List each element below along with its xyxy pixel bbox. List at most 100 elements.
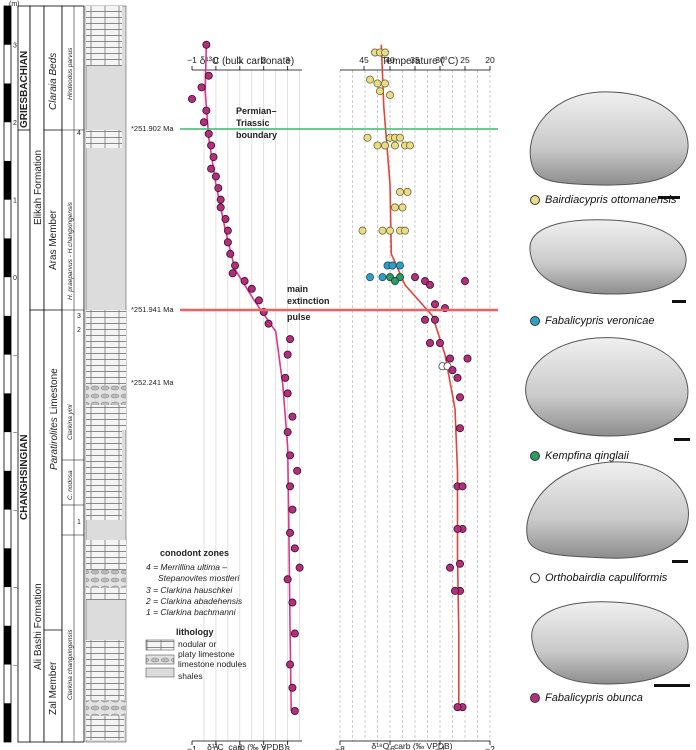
scale-bar-3 — [674, 438, 690, 441]
legend-dot-fabalicypris-obunca — [530, 693, 540, 703]
stratigraphy-column: (m) 3 2 1 0 −1 −2 −3 −4 −5 GRIESBACHIAN CHANGHSI… — [3, 1, 174, 743]
carbon-data-point — [286, 482, 295, 491]
oxygen-data-point — [463, 354, 472, 363]
oxygen-data-point — [378, 226, 387, 235]
oxygen-data-point — [395, 133, 404, 142]
oxygen-data-point — [398, 203, 407, 212]
oxygen-data-point — [405, 141, 414, 150]
carbon-top-title: δ¹³C (bulk carbonate) — [200, 56, 295, 67]
oxygen-data-point — [358, 226, 367, 235]
scale-bar-1 — [658, 196, 680, 199]
lithology-item-platy: platy limestone — [178, 649, 235, 659]
zone-number-2: 2 — [77, 327, 81, 334]
oxygen-data-point — [453, 703, 462, 712]
temperature-tick-label: 25 — [460, 55, 470, 65]
legend-dot-fabalicypris-veronicae — [530, 316, 540, 326]
formation-elikah: Elikah Formation — [33, 150, 44, 225]
carbon-data-point — [204, 129, 213, 138]
legend-dot-kempfina — [530, 451, 540, 461]
lithology-log — [85, 5, 127, 743]
depth-bar — [4, 470, 11, 510]
carbon-data-point — [199, 118, 208, 127]
lithology-item-nodular: nodular or — [178, 639, 216, 649]
oxygen-data-point — [425, 339, 434, 348]
oxygen-data-point — [430, 315, 439, 324]
pt-boundary-line3: boundary — [236, 130, 277, 140]
species-name-fabalicypris-obunca: Fabalicypris obunca — [545, 692, 643, 704]
depth-unit: (m) — [9, 1, 20, 8]
oxygen-data-point — [380, 48, 389, 57]
carbon-data-point — [216, 203, 225, 212]
carbon-tick-label: −1 — [187, 744, 197, 750]
depth-tick-label: 0 — [13, 275, 17, 282]
pt-boundary-annotation: Permian– Triassic boundary — [236, 106, 277, 140]
oxygen-data-point — [448, 366, 457, 375]
depth-bar — [4, 315, 11, 355]
species-name-kempfina: Kempfina qinglaii — [545, 450, 629, 462]
species-label-fabalicypris-obunca: Fabalicypris obunca — [530, 692, 696, 704]
oxygen-data-point — [460, 277, 469, 286]
carbon-x-label: δ¹³C_carb (‰ VPDB) — [207, 742, 287, 750]
oxygen-tick-label: −6 — [385, 744, 395, 750]
carbon-data-point — [202, 40, 211, 49]
oxygen-trend-line — [380, 44, 460, 711]
oxygen-tick-label: −4 — [435, 744, 445, 750]
oxygen-data-point — [385, 91, 394, 100]
scale-bar-4 — [672, 560, 688, 563]
oxygen-data-point — [378, 273, 387, 282]
carbon-data-point — [286, 528, 295, 537]
carbon-isotope-panel: −1 −1 0 0 1 1 2 2 3 3 δ¹³C (bulk carbonate) δ¹³C_… — [187, 40, 304, 750]
species-label-orthobairdia: Orthobairdia capuliformis — [530, 572, 696, 584]
temperature-tick-label: 30 — [435, 55, 445, 65]
oxygen-tick-label: −8 — [335, 744, 345, 750]
conodont-zone-1: 1 = Clarkina bachmanni — [146, 607, 237, 617]
conodont-zone-4: 4 = Merrillina ultima – — [146, 562, 227, 572]
oxygen-data-point — [435, 339, 444, 348]
stage-changhsingian: CHANGHSINGIAN — [19, 434, 30, 520]
depth-tick-label: −2 — [13, 430, 21, 437]
shell-kempfina — [525, 337, 690, 441]
carbon-data-point — [202, 106, 211, 115]
species-name-bairdiacypris: Bairdiacypris ottomanensis — [545, 194, 677, 206]
oxygen-data-point — [403, 187, 412, 196]
depth-tick-label: 2 — [13, 120, 17, 127]
carbon-data-point — [240, 277, 249, 286]
oxygen-data-point — [430, 300, 439, 309]
zone-number-4: 4 — [77, 130, 81, 137]
oxygen-x-label: δ¹⁸O_carb (‰ VPDB) — [371, 741, 452, 750]
temperature-tick-label: 40 — [385, 55, 395, 65]
carbon-data-point — [295, 563, 304, 572]
oxygen-data-point — [400, 226, 409, 235]
conodont-legend-title: conodont zones — [160, 548, 229, 558]
carbon-data-point — [223, 226, 232, 235]
species-label-kempfina: Kempfina qinglaii — [530, 450, 696, 462]
ostracod-images — [525, 91, 690, 687]
member-zal: Zal Member — [48, 661, 59, 715]
temperature-tick-label: 20 — [485, 55, 495, 65]
oxygen-tick-label: −2 — [485, 744, 495, 750]
carbon-data-point — [283, 389, 292, 398]
oxygen-data-point — [455, 559, 464, 568]
oxygen-data-point — [420, 315, 429, 324]
depth-bar — [4, 548, 11, 588]
carbon-data-point — [290, 707, 299, 716]
extinction-line3: pulse — [287, 312, 311, 322]
oxygen-isotope-panel: −8 −6 −4 −2 45 40 35 30 25 20 Temperature (°C) δ… — [335, 44, 495, 750]
carbon-data-point — [290, 544, 299, 553]
carbon-data-point — [283, 575, 292, 584]
carbon-data-point — [286, 335, 295, 344]
extinction-annotation: main extinction pulse — [287, 284, 330, 322]
carbon-data-point — [286, 451, 295, 460]
carbon-top-tick-label: 2 — [261, 55, 266, 65]
depth-scale-bars — [4, 6, 11, 742]
legend-dot-orthobairdia — [530, 573, 540, 583]
carbon-data-point — [290, 629, 299, 638]
zone-hindeodus-parvus: Hindeodus parvus — [67, 47, 74, 100]
oxygen-data-point — [380, 79, 389, 88]
carbon-data-point — [207, 141, 216, 150]
carbon-data-point — [221, 215, 230, 224]
oxygen-data-point — [390, 141, 399, 150]
oxygen-data-point — [425, 280, 434, 289]
legend-dot-bairdiacypris — [530, 195, 540, 205]
zone-c-nodosa: C. nodosa — [67, 470, 74, 500]
